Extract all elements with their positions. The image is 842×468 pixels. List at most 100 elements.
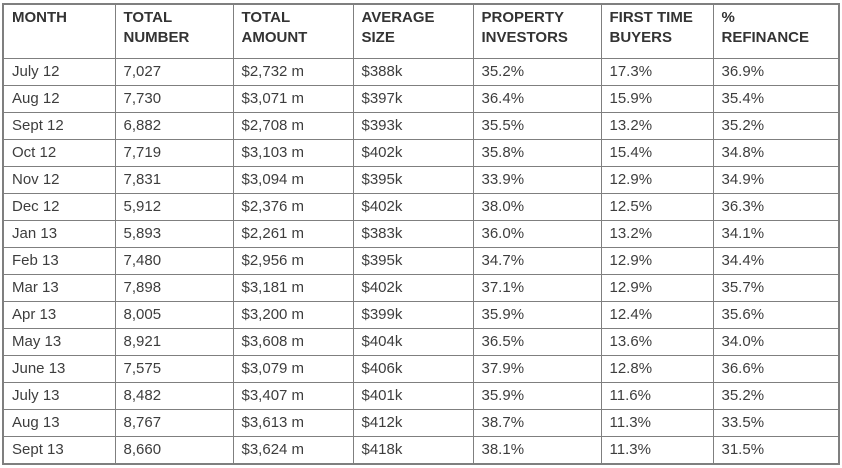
column-header-month: MONTH <box>2 3 116 59</box>
cell-average-size: $393k <box>352 112 474 140</box>
cell-month: June 13 <box>2 355 116 383</box>
cell-property-investors: 34.7% <box>472 247 602 275</box>
cell-pct-refinance: 34.8% <box>712 139 840 167</box>
cell-total-number: 5,893 <box>114 220 234 248</box>
cell-property-investors: 37.1% <box>472 274 602 302</box>
cell-month: Apr 13 <box>2 301 116 329</box>
table-row: July 12 7,027 $2,732 m $388k 35.2% 17.3% 36.9% <box>2 58 840 86</box>
cell-average-size: $402k <box>352 193 474 221</box>
cell-first-time-buyers: 12.5% <box>600 193 714 221</box>
cell-total-number: 7,719 <box>114 139 234 167</box>
cell-property-investors: 35.5% <box>472 112 602 140</box>
cell-month: Oct 12 <box>2 139 116 167</box>
cell-first-time-buyers: 12.4% <box>600 301 714 329</box>
cell-first-time-buyers: 15.9% <box>600 85 714 113</box>
cell-property-investors: 36.4% <box>472 85 602 113</box>
cell-average-size: $404k <box>352 328 474 356</box>
cell-first-time-buyers: 12.9% <box>600 274 714 302</box>
table-row: July 13 8,482 $3,407 m $401k 35.9% 11.6% 35.2% <box>2 382 840 410</box>
column-header-first-time-buyers: FIRST TIME BUYERS <box>600 3 714 59</box>
cell-total-amount: $3,079 m <box>232 355 354 383</box>
cell-first-time-buyers: 13.2% <box>600 220 714 248</box>
cell-total-number: 7,730 <box>114 85 234 113</box>
table-row: Aug 12 7,730 $3,071 m $397k 36.4% 15.9% 35.4% <box>2 85 840 113</box>
cell-total-number: 7,480 <box>114 247 234 275</box>
cell-average-size: $418k <box>352 436 474 465</box>
table-row: Dec 12 5,912 $2,376 m $402k 38.0% 12.5% 36.3% <box>2 193 840 221</box>
cell-first-time-buyers: 13.2% <box>600 112 714 140</box>
cell-average-size: $412k <box>352 409 474 437</box>
cell-average-size: $401k <box>352 382 474 410</box>
cell-total-number: 8,482 <box>114 382 234 410</box>
cell-total-number: 7,831 <box>114 166 234 194</box>
cell-total-amount: $3,071 m <box>232 85 354 113</box>
cell-total-amount: $3,407 m <box>232 382 354 410</box>
cell-total-amount: $2,956 m <box>232 247 354 275</box>
cell-pct-refinance: 34.1% <box>712 220 840 248</box>
cell-property-investors: 38.7% <box>472 409 602 437</box>
column-header-total-amount: TOTAL AMOUNT <box>232 3 354 59</box>
cell-property-investors: 35.9% <box>472 301 602 329</box>
cell-total-amount: $2,708 m <box>232 112 354 140</box>
cell-property-investors: 35.9% <box>472 382 602 410</box>
monthly-loan-stats-table: MONTH TOTAL NUMBER TOTAL AMOUNT AVERAGE … <box>2 3 840 465</box>
cell-average-size: $395k <box>352 247 474 275</box>
cell-total-amount: $2,261 m <box>232 220 354 248</box>
cell-total-amount: $3,094 m <box>232 166 354 194</box>
cell-total-number: 6,882 <box>114 112 234 140</box>
cell-property-investors: 37.9% <box>472 355 602 383</box>
cell-property-investors: 36.0% <box>472 220 602 248</box>
column-header-total-number: TOTAL NUMBER <box>114 3 234 59</box>
cell-total-amount: $3,181 m <box>232 274 354 302</box>
cell-total-number: 7,575 <box>114 355 234 383</box>
cell-average-size: $402k <box>352 274 474 302</box>
cell-total-amount: $3,608 m <box>232 328 354 356</box>
cell-total-amount: $2,376 m <box>232 193 354 221</box>
cell-pct-refinance: 36.6% <box>712 355 840 383</box>
cell-total-number: 8,767 <box>114 409 234 437</box>
cell-property-investors: 35.2% <box>472 58 602 86</box>
cell-pct-refinance: 36.3% <box>712 193 840 221</box>
table-row: Oct 12 7,719 $3,103 m $402k 35.8% 15.4% 34.8% <box>2 139 840 167</box>
cell-total-number: 7,898 <box>114 274 234 302</box>
cell-total-amount: $3,200 m <box>232 301 354 329</box>
cell-total-amount: $3,613 m <box>232 409 354 437</box>
cell-pct-refinance: 34.4% <box>712 247 840 275</box>
cell-pct-refinance: 33.5% <box>712 409 840 437</box>
cell-month: Nov 12 <box>2 166 116 194</box>
cell-month: July 13 <box>2 382 116 410</box>
cell-month: Jan 13 <box>2 220 116 248</box>
cell-average-size: $399k <box>352 301 474 329</box>
cell-first-time-buyers: 11.3% <box>600 409 714 437</box>
cell-month: Dec 12 <box>2 193 116 221</box>
cell-month: Aug 12 <box>2 85 116 113</box>
cell-first-time-buyers: 13.6% <box>600 328 714 356</box>
table-row: Feb 13 7,480 $2,956 m $395k 34.7% 12.9% 34.4% <box>2 247 840 275</box>
cell-pct-refinance: 35.2% <box>712 112 840 140</box>
table-row: Apr 13 8,005 $3,200 m $399k 35.9% 12.4% 35.6% <box>2 301 840 329</box>
table-row: Nov 12 7,831 $3,094 m $395k 33.9% 12.9% 34.9% <box>2 166 840 194</box>
table-header: MONTH TOTAL NUMBER TOTAL AMOUNT AVERAGE … <box>2 3 840 59</box>
cell-pct-refinance: 35.7% <box>712 274 840 302</box>
cell-month: Aug 13 <box>2 409 116 437</box>
cell-pct-refinance: 35.4% <box>712 85 840 113</box>
table-row: June 13 7,575 $3,079 m $406k 37.9% 12.8% 36.6% <box>2 355 840 383</box>
cell-average-size: $402k <box>352 139 474 167</box>
cell-average-size: $406k <box>352 355 474 383</box>
cell-total-amount: $3,624 m <box>232 436 354 465</box>
column-header-property-investors: PROPERTY INVESTORS <box>472 3 602 59</box>
cell-month: May 13 <box>2 328 116 356</box>
cell-first-time-buyers: 12.8% <box>600 355 714 383</box>
column-header-pct-refinance: % REFINANCE <box>712 3 840 59</box>
cell-month: Feb 13 <box>2 247 116 275</box>
cell-first-time-buyers: 11.3% <box>600 436 714 465</box>
cell-first-time-buyers: 12.9% <box>600 166 714 194</box>
cell-property-investors: 38.0% <box>472 193 602 221</box>
table-row: Jan 13 5,893 $2,261 m $383k 36.0% 13.2% 34.1% <box>2 220 840 248</box>
cell-month: Sept 12 <box>2 112 116 140</box>
header-row: MONTH TOTAL NUMBER TOTAL AMOUNT AVERAGE … <box>2 3 840 59</box>
cell-total-number: 8,921 <box>114 328 234 356</box>
cell-property-investors: 38.1% <box>472 436 602 465</box>
table-row: Mar 13 7,898 $3,181 m $402k 37.1% 12.9% 35.7% <box>2 274 840 302</box>
